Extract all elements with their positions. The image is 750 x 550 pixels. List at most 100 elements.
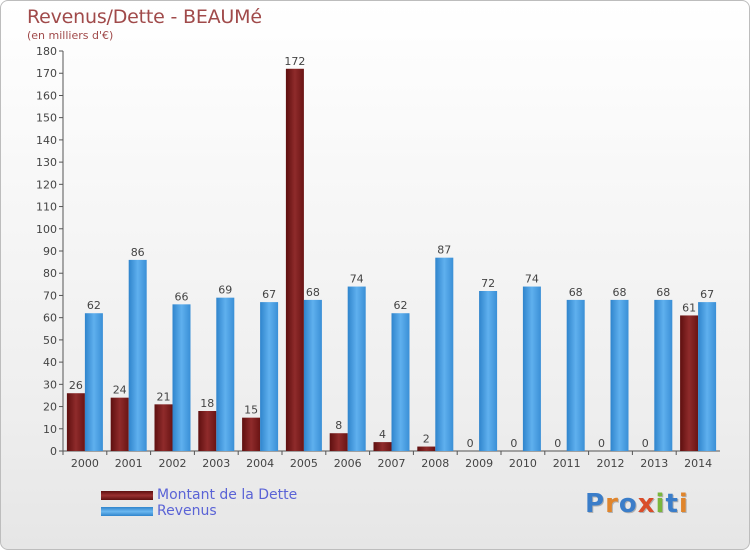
data-label-revenus: 66 bbox=[175, 290, 189, 303]
bar-revenus bbox=[347, 286, 366, 451]
y-tick-label: 50 bbox=[43, 334, 57, 347]
bar-revenus bbox=[216, 297, 235, 451]
y-tick-label: 100 bbox=[36, 223, 57, 236]
x-tick-label: 2012 bbox=[597, 457, 625, 470]
bar-revenus bbox=[479, 291, 498, 451]
bar-dette bbox=[373, 442, 392, 451]
y-tick-label: 70 bbox=[43, 289, 57, 302]
bar-revenus bbox=[654, 299, 673, 451]
logo-letter: r bbox=[605, 489, 619, 519]
bar-revenus bbox=[566, 299, 585, 451]
data-label-revenus: 68 bbox=[613, 286, 627, 299]
bar-dette bbox=[285, 68, 304, 452]
x-tick-label: 2004 bbox=[246, 457, 274, 470]
y-tick-label: 130 bbox=[36, 156, 57, 169]
legend-swatch-dette bbox=[101, 490, 153, 500]
legend-item-revenus: Revenus bbox=[101, 503, 297, 519]
data-label-dette: 18 bbox=[200, 397, 214, 410]
data-label-dette: 61 bbox=[682, 301, 696, 314]
data-label-revenus: 74 bbox=[350, 273, 364, 286]
x-tick-label: 2000 bbox=[71, 457, 99, 470]
data-label-revenus: 67 bbox=[700, 288, 714, 301]
data-label-dette: 0 bbox=[467, 437, 474, 450]
y-tick-label: 120 bbox=[36, 178, 57, 191]
bar-dette bbox=[110, 397, 129, 451]
x-tick-label: 2014 bbox=[684, 457, 712, 470]
data-label-revenus: 72 bbox=[481, 277, 495, 290]
x-tick-label: 2007 bbox=[378, 457, 406, 470]
data-label-revenus: 69 bbox=[218, 284, 232, 297]
y-tick-label: 60 bbox=[43, 312, 57, 325]
legend-item-dette: Montant de la Dette bbox=[101, 487, 297, 503]
chart-title: Revenus/Dette - BEAUMé bbox=[27, 6, 262, 28]
data-label-revenus: 68 bbox=[569, 286, 583, 299]
bar-revenus bbox=[698, 302, 717, 451]
proxiti-logo: Proxiti bbox=[585, 489, 689, 519]
bar-dette bbox=[242, 417, 261, 451]
bar-revenus bbox=[391, 313, 410, 451]
data-label-revenus: 86 bbox=[131, 246, 145, 259]
data-label-dette: 0 bbox=[554, 437, 561, 450]
y-tick-label: 180 bbox=[36, 45, 57, 58]
logo-letter: x bbox=[637, 489, 656, 519]
legend-swatch-revenus bbox=[101, 506, 153, 516]
y-tick-label: 110 bbox=[36, 201, 57, 214]
data-label-revenus: 87 bbox=[437, 244, 451, 257]
data-label-dette: 0 bbox=[642, 437, 649, 450]
y-tick-label: 160 bbox=[36, 89, 57, 102]
data-label-revenus: 68 bbox=[656, 286, 670, 299]
legend: Montant de la Dette Revenus bbox=[101, 487, 297, 519]
bar-revenus bbox=[84, 313, 103, 451]
x-tick-label: 2013 bbox=[640, 457, 668, 470]
data-label-revenus: 68 bbox=[306, 286, 320, 299]
data-label-dette: 0 bbox=[598, 437, 605, 450]
x-tick-label: 2003 bbox=[202, 457, 230, 470]
bar-revenus bbox=[610, 299, 629, 451]
data-label-revenus: 67 bbox=[262, 288, 276, 301]
bar-dette bbox=[66, 393, 85, 451]
bar-revenus bbox=[260, 302, 279, 451]
chart-subtitle: (en milliers d'€) bbox=[27, 29, 114, 42]
logo-letter: o bbox=[618, 489, 638, 519]
data-labels: 26 62 24 86 21 66 18 69 15 67 172 68 8 74 4 62 2 87 0 72 0 74… bbox=[69, 55, 714, 450]
x-tick-label: 2008 bbox=[421, 457, 449, 470]
logo-letter: i bbox=[678, 489, 689, 519]
data-label-dette: 4 bbox=[379, 428, 386, 441]
data-label-revenus: 62 bbox=[87, 299, 101, 312]
bar-revenus bbox=[303, 299, 322, 451]
data-label-dette: 2 bbox=[423, 433, 430, 446]
legend-label-dette: Montant de la Dette bbox=[157, 487, 298, 503]
bar-dette bbox=[417, 446, 436, 451]
data-label-dette: 21 bbox=[157, 390, 171, 403]
x-tick-label: 2002 bbox=[159, 457, 187, 470]
y-tick-label: 10 bbox=[43, 423, 57, 436]
bar-revenus bbox=[435, 257, 454, 451]
data-label-dette: 172 bbox=[284, 55, 305, 68]
x-tick-label: 2001 bbox=[115, 457, 143, 470]
bar-revenus bbox=[128, 259, 147, 451]
data-label-dette: 24 bbox=[113, 384, 127, 397]
bar-revenus bbox=[172, 304, 191, 451]
legend-label-revenus: Revenus bbox=[157, 503, 217, 519]
x-tick-label: 2009 bbox=[465, 457, 493, 470]
x-tick-label: 2006 bbox=[334, 457, 362, 470]
y-tick-label: 80 bbox=[43, 267, 57, 280]
logo-letter: t bbox=[665, 489, 679, 519]
logo-letter: P bbox=[585, 489, 606, 519]
data-label-dette: 15 bbox=[244, 404, 258, 417]
x-tick-label: 2011 bbox=[553, 457, 581, 470]
bar-dette bbox=[329, 433, 348, 451]
data-label-dette: 0 bbox=[510, 437, 517, 450]
y-tick-label: 0 bbox=[50, 445, 57, 458]
y-tick-label: 40 bbox=[43, 356, 57, 369]
y-tick-label: 140 bbox=[36, 134, 57, 147]
bar-revenus bbox=[522, 286, 541, 451]
bar-dette bbox=[154, 404, 173, 451]
x-tick-label: 2005 bbox=[290, 457, 318, 470]
bars bbox=[66, 68, 717, 452]
data-label-dette: 26 bbox=[69, 379, 83, 392]
y-tick-label: 170 bbox=[36, 67, 57, 80]
data-label-revenus: 74 bbox=[525, 273, 539, 286]
